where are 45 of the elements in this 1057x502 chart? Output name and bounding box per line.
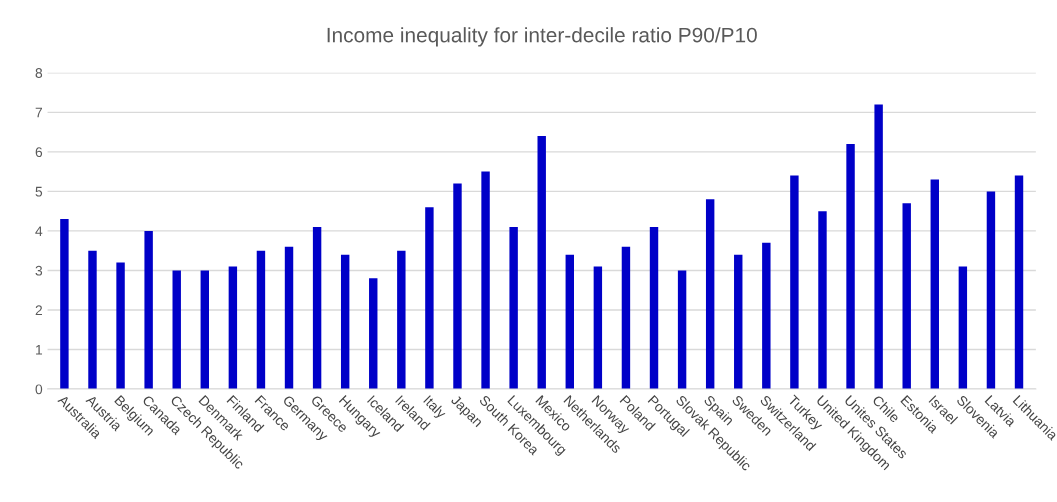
bar — [60, 219, 69, 390]
bar — [762, 242, 771, 390]
bar — [537, 136, 546, 390]
y-tick-label: 3 — [35, 265, 43, 276]
bar — [621, 246, 631, 390]
y-tick-label: 1 — [36, 344, 43, 355]
bar — [453, 183, 462, 390]
bar — [200, 270, 210, 390]
bar — [369, 278, 378, 390]
bar — [284, 246, 294, 390]
bar — [734, 254, 743, 390]
bar — [397, 250, 406, 390]
bar — [930, 179, 939, 390]
bar — [481, 171, 490, 390]
bar — [509, 226, 518, 390]
bar — [172, 270, 181, 390]
bar — [874, 104, 883, 390]
bar — [340, 254, 350, 390]
bar — [790, 175, 799, 390]
y-tick-label: 6 — [35, 147, 43, 158]
bar — [593, 266, 603, 390]
y-tick-label: 0 — [35, 384, 43, 395]
bar — [649, 226, 659, 390]
bar — [116, 262, 125, 390]
bar — [818, 211, 827, 390]
bar — [705, 199, 715, 390]
bar — [256, 250, 266, 390]
bar — [144, 230, 153, 390]
bar — [677, 270, 687, 390]
y-tick-label: 2 — [35, 305, 43, 316]
bar — [986, 191, 996, 390]
y-tick-label: 5 — [35, 186, 43, 197]
bar — [902, 203, 911, 390]
bar — [88, 250, 97, 390]
y-tick-label: 8 — [35, 68, 43, 78]
bar — [565, 254, 574, 390]
bar — [1014, 175, 1024, 390]
y-tick-label: 4 — [35, 226, 43, 236]
bar — [425, 207, 434, 390]
chart-title: Income inequality for inter-decile ratio P90/P10 — [327, 27, 757, 47]
y-tick-label: 7 — [35, 107, 43, 118]
bar — [228, 266, 238, 390]
bar — [846, 143, 855, 390]
bar — [958, 266, 968, 390]
bar — [312, 226, 322, 390]
